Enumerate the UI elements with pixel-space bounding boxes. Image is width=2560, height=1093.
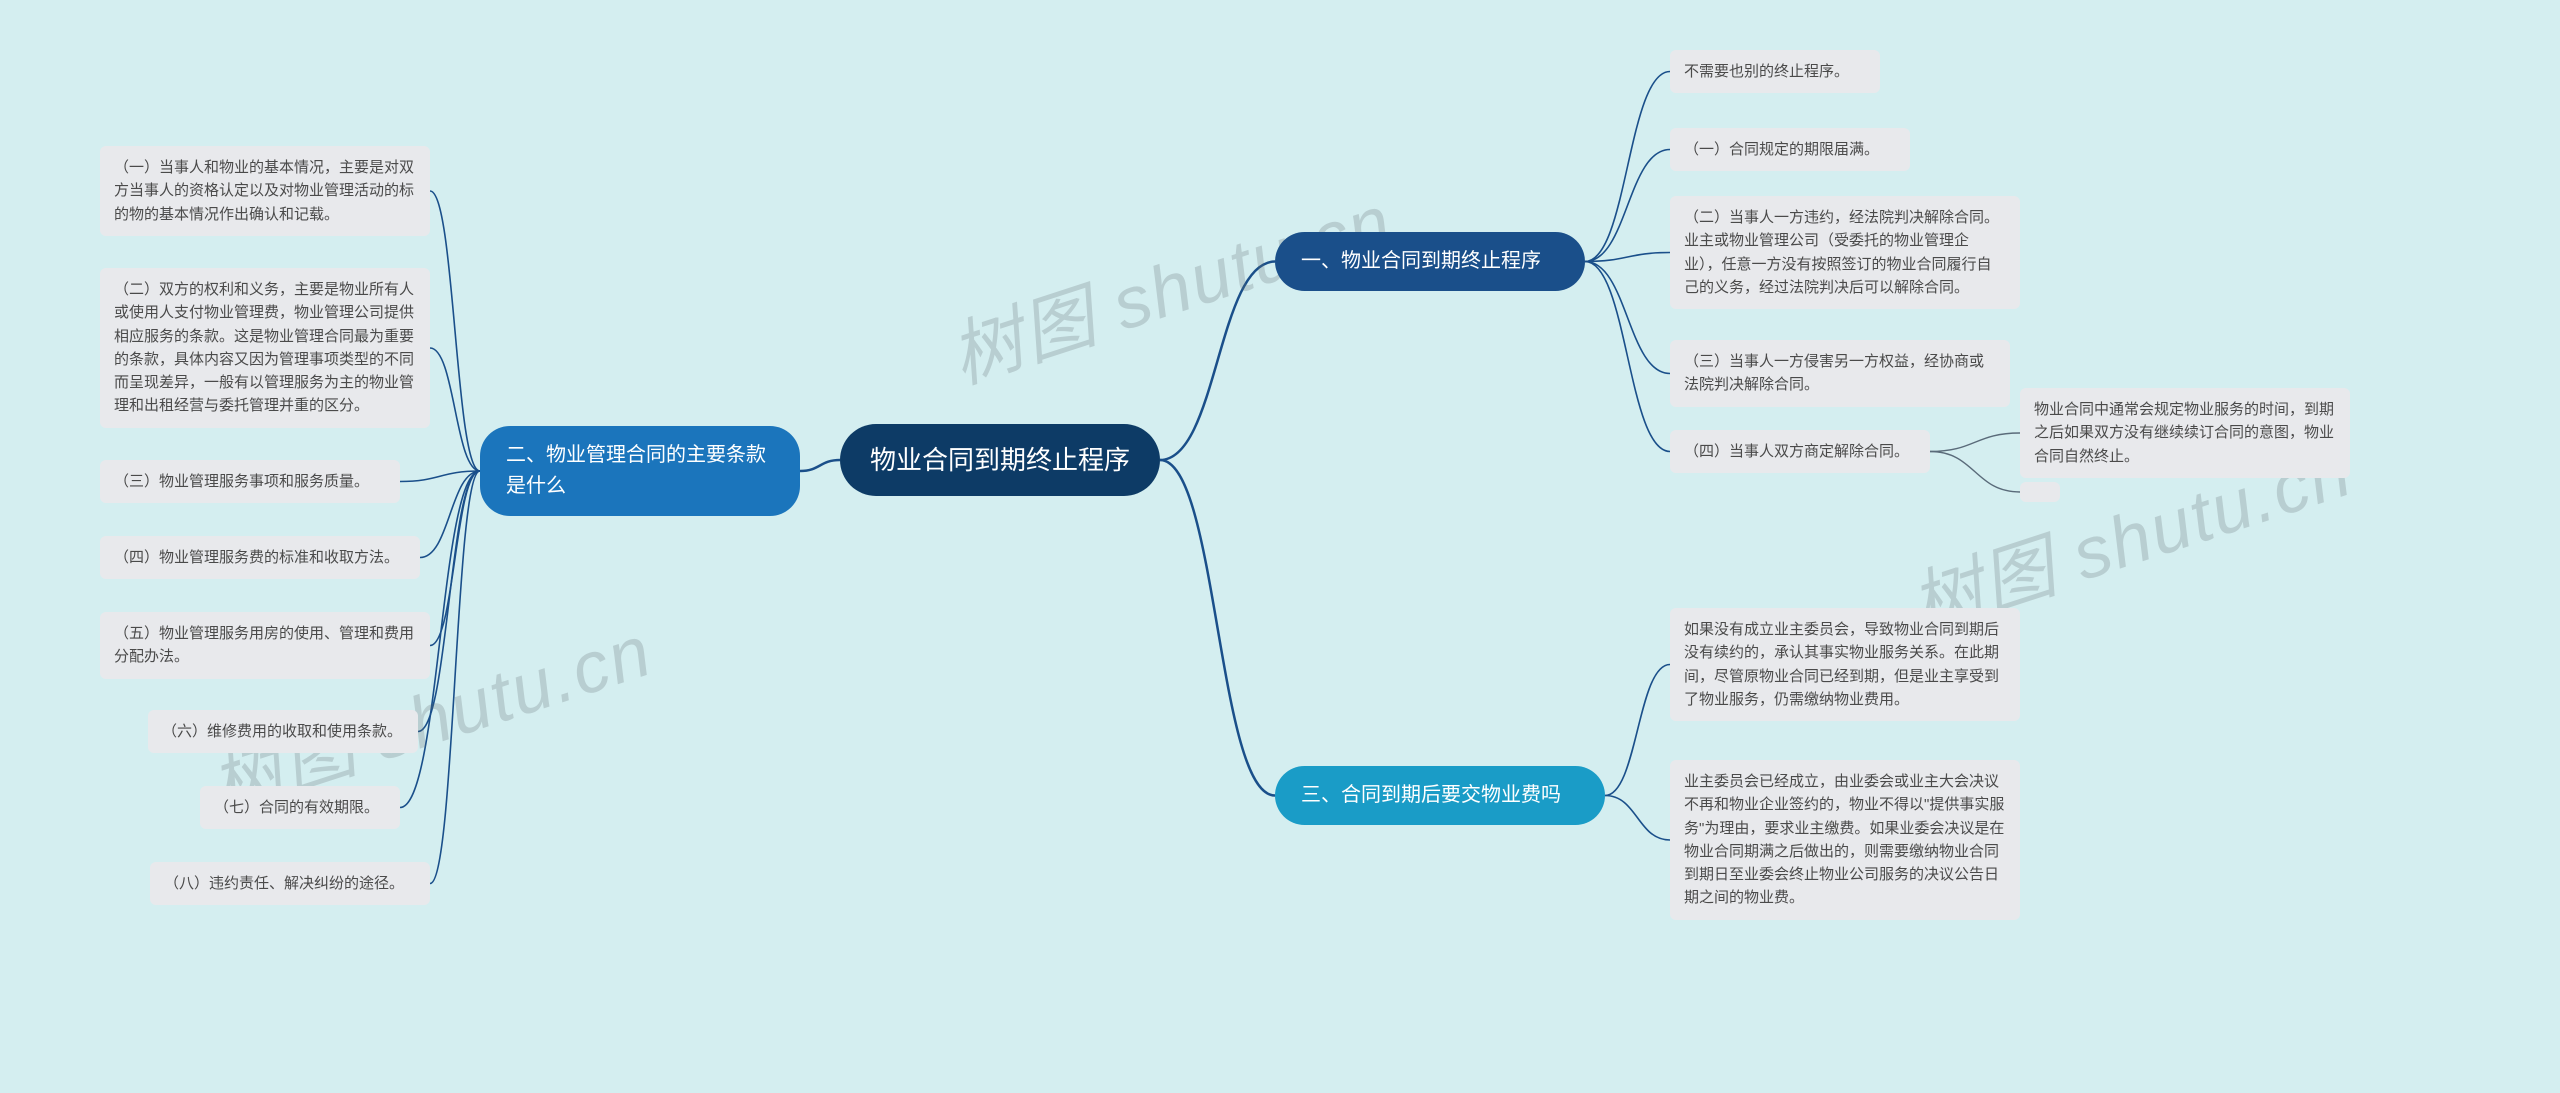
branch-2-leaf-e[interactable]: （五）物业管理服务用房的使用、管理和费用分配办法。 (100, 612, 430, 679)
branch-2-leaf-h[interactable]: （八）违约责任、解决纠纷的途径。 (150, 862, 430, 905)
branch-2[interactable]: 二、物业管理合同的主要条款是什么 (480, 426, 800, 516)
branch-2-leaf-a[interactable]: （一）当事人和物业的基本情况，主要是对双方当事人的资格认定以及对物业管理活动的标… (100, 146, 430, 236)
branch-1-leaf-c[interactable]: （二）当事人一方违约，经法院判决解除合同。业主或物业管理公司（受委托的物业管理企… (1670, 196, 2020, 309)
branch-2-leaf-c[interactable]: （三）物业管理服务事项和服务质量。 (100, 460, 400, 503)
branch-2-leaf-g[interactable]: （七）合同的有效期限。 (200, 786, 400, 829)
branch-3[interactable]: 三、合同到期后要交物业费吗 (1275, 766, 1605, 825)
branch-2-leaf-d[interactable]: （四）物业管理服务费的标准和收取方法。 (100, 536, 420, 579)
root-node[interactable]: 物业合同到期终止程序 (840, 424, 1160, 496)
branch-1[interactable]: 一、物业合同到期终止程序 (1275, 232, 1585, 291)
branch-3-leaf-a[interactable]: 如果没有成立业主委员会，导致物业合同到期后没有续约的，承认其事实物业服务关系。在… (1670, 608, 2020, 721)
branch-1-leaf-e[interactable]: （四）当事人双方商定解除合同。 (1670, 430, 1930, 473)
branch-1-leaf-e-sub2[interactable] (2020, 482, 2060, 502)
branch-3-leaf-b[interactable]: 业主委员会已经成立，由业委会或业主大会决议不再和物业企业签约的，物业不得以"提供… (1670, 760, 2020, 920)
branch-1-leaf-e-sub1[interactable]: 物业合同中通常会规定物业服务的时间，到期之后如果双方没有继续续订合同的意图，物业… (2020, 388, 2350, 478)
branch-1-leaf-a[interactable]: 不需要也别的终止程序。 (1670, 50, 1880, 93)
branch-2-leaf-f[interactable]: （六）维修费用的收取和使用条款。 (148, 710, 418, 753)
branch-2-leaf-b[interactable]: （二）双方的权利和义务，主要是物业所有人或使用人支付物业管理费，物业管理公司提供… (100, 268, 430, 428)
branch-1-leaf-b[interactable]: （一）合同规定的期限届满。 (1670, 128, 1910, 171)
branch-1-leaf-d[interactable]: （三）当事人一方侵害另一方权益，经协商或法院判决解除合同。 (1670, 340, 2010, 407)
